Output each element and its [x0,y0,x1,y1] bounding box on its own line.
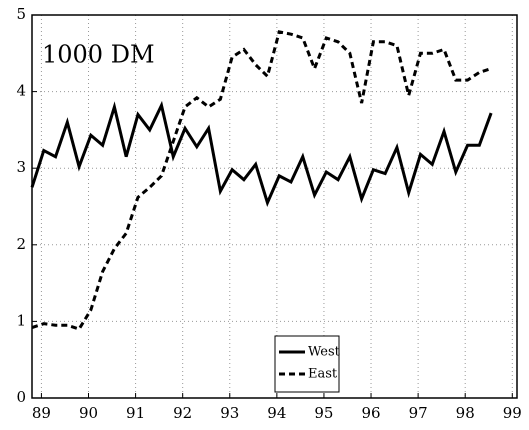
legend-label: West [308,345,341,360]
x-tick-label: 94 [267,404,286,422]
x-tick-label: 90 [79,404,98,422]
line-series [31,30,492,331]
y-tick-label: 2 [16,235,26,253]
y-tick-label: 3 [16,158,26,176]
y-tick-label: 1 [16,311,26,329]
line-series [30,100,493,207]
x-tick-label: 93 [220,404,239,422]
x-tick-label: 97 [409,404,428,422]
legend-box [274,335,340,393]
x-tick-label: 99 [503,404,522,422]
y-tick-label: 4 [16,82,26,100]
y-tick-label: 5 [16,5,26,23]
legend-label: East [308,367,338,382]
y-tick-label: 0 [16,388,26,406]
x-tick-label: 89 [32,404,51,422]
x-tick-label: 92 [173,404,192,422]
x-tick-label: 98 [456,404,475,422]
x-tick-label: 91 [126,404,145,422]
annotation: 1000 DM [42,41,155,69]
x-tick-label: 95 [314,404,333,422]
x-tick-label: 96 [361,404,380,422]
plot-frame [31,14,518,399]
